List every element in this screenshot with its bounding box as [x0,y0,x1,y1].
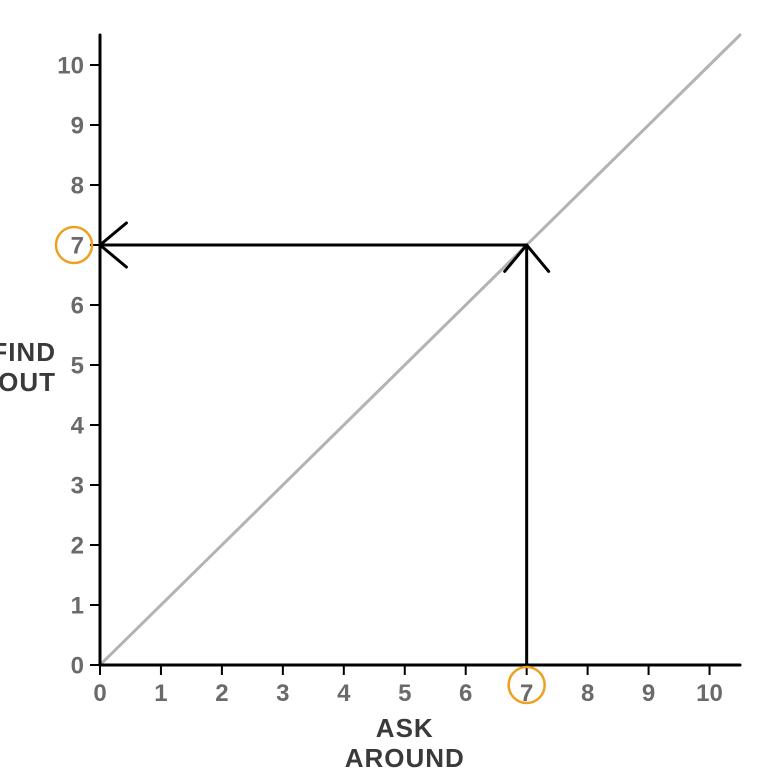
y-tick-label: 1 [71,592,84,619]
y-tick-label: 5 [71,352,84,379]
x-tick-label: 9 [642,680,655,707]
x-tick-label: 6 [459,680,472,707]
y-tick-label: 3 [71,472,84,499]
x-tick-label: 10 [696,680,723,707]
y-axis-label-line1: FIND [0,337,56,367]
x-tick-label: 2 [215,680,228,707]
chart: 012345678910012345678910ASKAROUNDFINDOUT [0,0,768,768]
x-axis-label-line1: ASK [376,713,434,743]
y-tick-label: 6 [71,292,84,319]
x-tick-label: 4 [337,680,351,707]
x-tick-label: 1 [154,680,167,707]
x-tick-label: 3 [276,680,289,707]
x-axis-label-line2: AROUND [345,743,465,768]
y-tick-label: 2 [71,532,84,559]
y-tick-label: 8 [71,172,84,199]
y-tick-label: 9 [71,112,84,139]
y-tick-label: 7 [71,232,84,259]
y-tick-label: 0 [71,652,84,679]
x-tick-label: 0 [93,680,106,707]
x-tick-label: 8 [581,680,594,707]
x-tick-label: 5 [398,680,411,707]
y-tick-label: 4 [71,412,85,439]
y-tick-label: 10 [57,52,84,79]
y-axis-label-line2: OUT [0,367,56,397]
